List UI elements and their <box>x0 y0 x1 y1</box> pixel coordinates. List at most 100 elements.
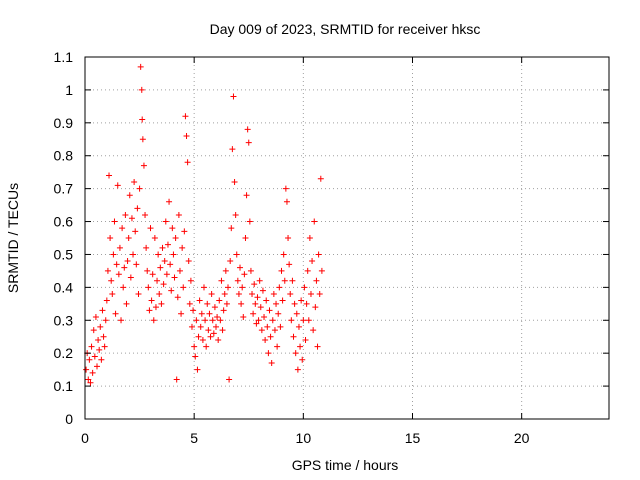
data-point <box>140 162 147 169</box>
data-point <box>267 333 274 340</box>
data-point <box>183 132 190 139</box>
data-point <box>160 281 167 288</box>
data-point <box>316 290 323 297</box>
data-point <box>85 376 92 383</box>
data-point <box>309 258 316 265</box>
data-point <box>222 267 229 274</box>
data-point <box>249 290 256 297</box>
data-point <box>83 366 90 373</box>
data-point <box>315 251 322 258</box>
data-point <box>269 317 276 324</box>
data-point <box>255 317 262 324</box>
data-point <box>109 290 116 297</box>
x-tick-label: 10 <box>296 430 312 446</box>
data-point <box>124 258 131 265</box>
data-point <box>302 337 309 344</box>
data-point <box>262 337 269 344</box>
data-point <box>240 313 247 320</box>
data-point <box>250 310 257 317</box>
y-tick-label: 0.6 <box>54 214 74 230</box>
data-point <box>190 307 197 314</box>
data-point <box>289 277 296 284</box>
x-tick-label: 5 <box>190 430 198 446</box>
data-point <box>310 327 317 334</box>
data-point <box>186 300 193 307</box>
data-point <box>277 323 284 330</box>
data-point <box>266 307 273 314</box>
data-point <box>87 379 94 386</box>
data-point <box>146 307 153 314</box>
data-point <box>138 86 145 93</box>
data-point <box>317 175 324 182</box>
y-tick-label: 0 <box>65 411 73 427</box>
data-point <box>188 323 195 330</box>
data-point <box>202 317 209 324</box>
data-point <box>208 290 215 297</box>
data-point <box>214 313 221 320</box>
chart-title: Day 009 of 2023, SRMTID for receiver hks… <box>210 21 481 37</box>
data-point <box>157 264 164 271</box>
data-point <box>221 290 228 297</box>
data-point <box>134 205 141 212</box>
data-point <box>90 327 97 334</box>
data-point <box>161 258 168 265</box>
data-point <box>283 198 290 205</box>
data-point <box>137 63 144 70</box>
data-point <box>231 179 238 186</box>
data-point <box>256 277 263 284</box>
data-point <box>293 310 300 317</box>
data-point <box>94 363 101 370</box>
data-point <box>131 179 138 186</box>
data-point <box>152 304 159 311</box>
data-point <box>163 271 170 278</box>
data-point <box>112 310 119 317</box>
data-point <box>162 218 169 225</box>
data-point <box>178 310 185 317</box>
data-point <box>200 284 207 291</box>
data-point <box>187 277 194 284</box>
data-point <box>103 297 110 304</box>
data-point <box>192 353 199 360</box>
data-point <box>215 337 222 344</box>
data-point <box>199 337 206 344</box>
data-point <box>314 343 321 350</box>
data-point <box>89 369 96 376</box>
data-point <box>257 304 264 311</box>
data-point <box>191 343 198 350</box>
data-point <box>297 343 304 350</box>
data-point <box>220 307 227 314</box>
data-point <box>305 317 312 324</box>
data-point <box>229 146 236 153</box>
data-point <box>278 267 285 274</box>
data-point <box>181 228 188 235</box>
data-point <box>295 323 302 330</box>
data-point <box>96 346 103 353</box>
data-point <box>198 310 205 317</box>
data-point <box>279 297 286 304</box>
data-point <box>234 277 241 284</box>
data-point <box>242 235 249 241</box>
data-point <box>241 271 248 278</box>
data-point <box>254 294 261 301</box>
data-point <box>116 244 123 251</box>
data-point <box>155 251 162 258</box>
data-point <box>158 300 165 307</box>
y-tick-label: 0.9 <box>54 115 74 131</box>
data-point <box>217 317 224 324</box>
data-point <box>142 211 149 218</box>
data-point <box>150 317 157 324</box>
data-point <box>285 235 292 241</box>
data-point <box>97 323 104 330</box>
data-point <box>120 284 127 291</box>
data-point <box>139 116 146 123</box>
data-point <box>209 317 216 324</box>
data-point <box>282 185 289 192</box>
plot-frame <box>84 56 610 420</box>
data-point <box>230 93 237 100</box>
x-tick-label: 15 <box>405 430 421 446</box>
data-point <box>123 300 130 307</box>
data-point <box>182 113 189 120</box>
data-point <box>312 304 319 311</box>
data-point <box>203 343 210 350</box>
